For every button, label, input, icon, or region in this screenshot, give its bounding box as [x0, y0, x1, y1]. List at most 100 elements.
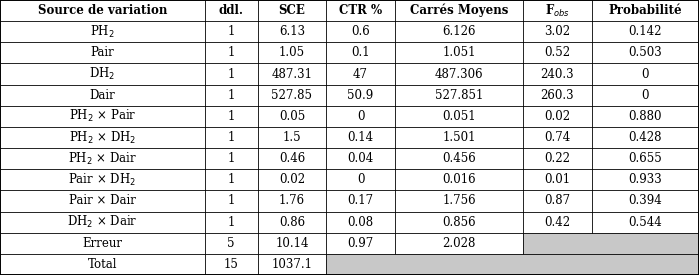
Bar [523, 106, 592, 127]
Bar [523, 233, 592, 254]
Bar [523, 190, 592, 211]
Text: DH$_2$ × Dair: DH$_2$ × Dair [67, 214, 138, 230]
Text: 1037.1: 1037.1 [271, 258, 312, 271]
Text: 10.14: 10.14 [275, 237, 309, 250]
Text: DH$_2$: DH$_2$ [89, 66, 115, 82]
Bar [395, 254, 523, 275]
Bar [0, 254, 205, 275]
Text: 1: 1 [227, 89, 235, 102]
Text: Source de variation: Source de variation [38, 4, 167, 17]
Text: 6.13: 6.13 [279, 25, 305, 38]
Bar [258, 64, 326, 85]
Text: 240.3: 240.3 [540, 68, 575, 81]
Text: 1: 1 [227, 194, 235, 207]
Bar [326, 211, 395, 233]
Text: 0.22: 0.22 [545, 152, 570, 165]
Text: 15: 15 [224, 258, 238, 271]
Bar [395, 127, 523, 148]
Text: 0: 0 [356, 110, 364, 123]
Text: 0.42: 0.42 [545, 216, 570, 229]
Bar [326, 233, 395, 254]
Bar [592, 106, 699, 127]
Bar [395, 42, 523, 64]
Text: 0.97: 0.97 [347, 237, 374, 250]
Text: Pair × DH$_2$: Pair × DH$_2$ [69, 172, 136, 188]
Text: 487.306: 487.306 [435, 68, 483, 81]
Bar [326, 148, 395, 169]
Bar [205, 254, 258, 275]
Text: 0.142: 0.142 [628, 25, 662, 38]
Bar [0, 127, 205, 148]
Bar [0, 42, 205, 64]
Text: 6.126: 6.126 [442, 25, 476, 38]
Bar [592, 169, 699, 190]
Bar [395, 169, 523, 190]
Text: 0.016: 0.016 [442, 173, 476, 186]
Bar [592, 190, 699, 211]
Bar [592, 148, 699, 169]
Bar [0, 233, 205, 254]
Text: Pair × Dair: Pair × Dair [69, 194, 136, 207]
Text: 0.08: 0.08 [347, 216, 374, 229]
Bar [258, 106, 326, 127]
Bar [523, 85, 592, 106]
Bar [523, 148, 592, 169]
Text: 1: 1 [227, 131, 235, 144]
Text: 260.3: 260.3 [540, 89, 575, 102]
Bar [395, 64, 523, 85]
Bar [592, 64, 699, 85]
Text: CTR %: CTR % [339, 4, 382, 17]
Bar [592, 42, 699, 64]
Bar [523, 0, 592, 21]
Text: 0.544: 0.544 [628, 216, 662, 229]
Bar [395, 233, 523, 254]
Bar [205, 85, 258, 106]
Bar [326, 106, 395, 127]
Text: 0.17: 0.17 [347, 194, 374, 207]
Text: 1: 1 [227, 25, 235, 38]
Text: 0.14: 0.14 [347, 131, 374, 144]
Text: 3.02: 3.02 [545, 25, 570, 38]
Text: 50.9: 50.9 [347, 89, 374, 102]
Bar [205, 190, 258, 211]
Bar [326, 64, 395, 85]
Bar [523, 42, 592, 64]
Text: 0.6: 0.6 [351, 25, 370, 38]
Text: 1.051: 1.051 [442, 46, 476, 59]
Bar [326, 85, 395, 106]
Bar [258, 233, 326, 254]
Text: 1.501: 1.501 [442, 131, 476, 144]
Text: 0: 0 [642, 89, 649, 102]
Bar [592, 254, 699, 275]
Text: 0: 0 [356, 173, 364, 186]
Bar [523, 64, 592, 85]
Text: 0.394: 0.394 [628, 194, 662, 207]
Text: 0.456: 0.456 [442, 152, 476, 165]
Bar [0, 106, 205, 127]
Text: 0.52: 0.52 [545, 46, 570, 59]
Text: 0.428: 0.428 [628, 131, 662, 144]
Bar [205, 0, 258, 21]
Text: Pair: Pair [90, 46, 114, 59]
Text: 1: 1 [227, 110, 235, 123]
Text: SCE: SCE [278, 4, 305, 17]
Bar [523, 127, 592, 148]
Bar [205, 233, 258, 254]
Bar [592, 211, 699, 233]
Bar [0, 211, 205, 233]
Bar [0, 169, 205, 190]
Text: 1: 1 [227, 46, 235, 59]
Text: 1.756: 1.756 [442, 194, 476, 207]
Bar [523, 169, 592, 190]
Bar [326, 0, 395, 21]
Text: PH$_2$: PH$_2$ [90, 24, 115, 40]
Bar [592, 85, 699, 106]
Bar [523, 254, 592, 275]
Text: Carrés Moyens: Carrés Moyens [410, 4, 508, 17]
Bar [592, 233, 699, 254]
Bar [326, 254, 395, 275]
Bar [205, 211, 258, 233]
Bar [0, 190, 205, 211]
Bar [0, 148, 205, 169]
Text: Dair: Dair [89, 89, 115, 102]
